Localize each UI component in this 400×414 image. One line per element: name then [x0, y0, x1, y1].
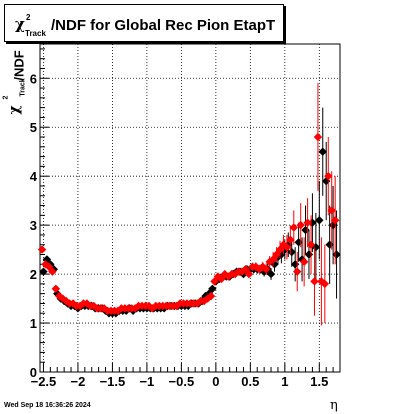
y-tick-label: 5 — [30, 120, 37, 135]
x-tick-label: 0.5 — [241, 374, 259, 389]
data-point — [51, 284, 61, 293]
data-point — [301, 225, 310, 235]
x-tick-label: −0.5 — [169, 374, 195, 389]
title-subscript: Track — [25, 29, 46, 38]
data-point — [241, 264, 250, 274]
data-point — [296, 220, 305, 230]
data-point — [310, 277, 319, 286]
x-tick-label: 1 — [281, 374, 288, 389]
data-point — [37, 245, 47, 254]
data-point — [275, 245, 285, 254]
data-point — [282, 242, 292, 252]
title-box: χ 2 Track /NDF for Global Rec Pion EtapT — [4, 4, 284, 42]
y-tick-label: 6 — [30, 71, 37, 86]
data-point — [62, 296, 71, 306]
data-point — [266, 269, 276, 279]
data-point — [48, 267, 57, 276]
data-point — [330, 216, 340, 225]
data-point — [294, 238, 303, 247]
data-point — [315, 216, 324, 225]
x-axis-label: η — [330, 398, 338, 413]
x-tick-label: −2 — [71, 374, 86, 389]
data-point — [306, 240, 316, 249]
data-point — [293, 267, 302, 276]
x-tick-label: −1 — [139, 374, 154, 389]
data-point — [318, 147, 327, 156]
data-point — [286, 235, 295, 245]
data-point — [299, 257, 309, 267]
y-tick-label: 1 — [30, 316, 37, 331]
y-tick-label: 3 — [30, 218, 37, 233]
data-point — [320, 279, 330, 289]
data-point — [287, 247, 296, 257]
data-point — [303, 218, 312, 227]
data-point — [172, 301, 181, 311]
data-point — [325, 240, 334, 249]
y-tick-label: 0 — [30, 365, 37, 380]
x-tick-label: −1.5 — [100, 374, 126, 389]
y-tick-label: 4 — [30, 169, 38, 184]
title-text: /NDF for Global Rec Pion EtapT — [51, 17, 276, 34]
data-point — [327, 206, 336, 215]
y-axis-label: χ 2 Track /NDF — [2, 50, 52, 140]
timestamp: Wed Sep 18 16:36:26 2024 — [4, 402, 91, 409]
plot-frame — [39, 43, 341, 373]
series-1 — [37, 83, 340, 326]
data-point — [208, 284, 217, 293]
data-point — [289, 223, 298, 232]
y-label-symbol: χ — [6, 105, 23, 115]
x-tick-label: 1.5 — [310, 374, 328, 389]
data-point — [206, 291, 216, 301]
data-point — [304, 250, 314, 259]
data-point — [39, 267, 48, 276]
series-0 — [39, 107, 341, 318]
y-tick-label: 2 — [30, 267, 37, 282]
x-tick-label: −2.5 — [31, 374, 57, 389]
x-tick-label: 0 — [212, 374, 219, 389]
y-label-sub: Track — [19, 78, 27, 97]
data-point — [290, 260, 300, 269]
data-point — [332, 250, 341, 259]
y-label-tail: /NDF — [11, 50, 27, 81]
title-chi-symbol: χ — [15, 15, 25, 33]
y-label-sup: 2 — [2, 95, 10, 100]
data-point — [262, 264, 271, 274]
data-point — [324, 171, 333, 181]
data-point — [244, 269, 254, 279]
title-superscript: 2 — [26, 13, 31, 22]
data-point — [308, 218, 317, 227]
data-point — [68, 299, 78, 308]
data-point — [313, 132, 323, 142]
